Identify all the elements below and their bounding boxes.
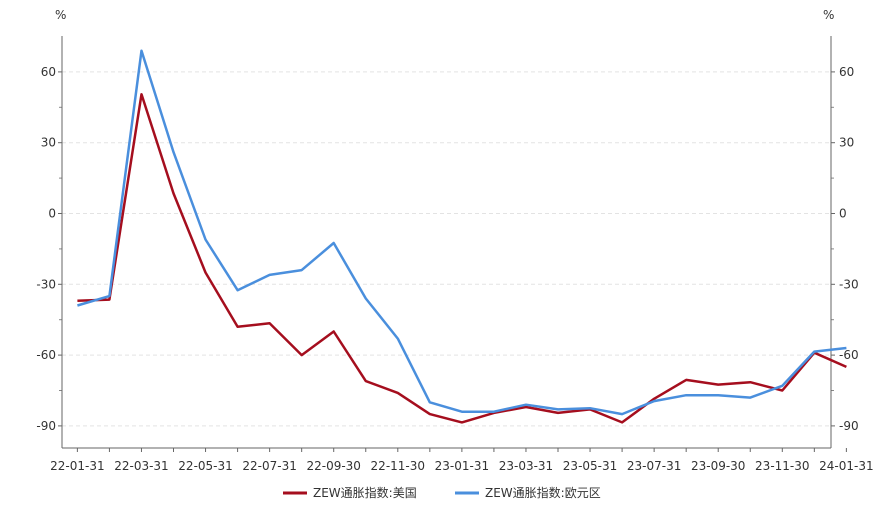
- left-axis-unit: %: [55, 8, 66, 22]
- series-lines: [77, 49, 847, 424]
- series-line-0: [77, 93, 847, 424]
- legend-label-1: ZEW通胀指数:欧元区: [485, 485, 601, 500]
- y-tick-label-right: 0: [839, 207, 847, 221]
- x-tick-label: 22-01-31: [50, 459, 104, 473]
- y-tick-label-right: 60: [839, 65, 854, 79]
- legend: ZEW通胀指数:美国 ZEW通胀指数:欧元区: [283, 485, 601, 500]
- y-tick-label-left: -90: [36, 419, 56, 433]
- x-tick-label: 23-05-31: [563, 459, 617, 473]
- x-tick-label: 24-01-31: [819, 459, 873, 473]
- y-tick-label-left: -30: [36, 277, 56, 291]
- x-tick-label: 22-09-30: [306, 459, 360, 473]
- y-tick-label-right: -30: [839, 277, 859, 291]
- gridlines: [62, 71, 831, 427]
- right-axis-unit: %: [823, 8, 834, 22]
- x-tick-label: 23-01-31: [435, 459, 489, 473]
- x-tick-label: 22-03-31: [114, 459, 168, 473]
- x-tick-label: 23-09-30: [691, 459, 745, 473]
- y-tick-label-right: -90: [839, 419, 859, 433]
- y-tick-label-right: -60: [839, 348, 859, 362]
- y-tick-label-left: 0: [48, 207, 56, 221]
- x-tick-label: 22-11-30: [371, 459, 425, 473]
- x-tick-label: 23-07-31: [627, 459, 681, 473]
- x-tick-label: 22-07-31: [242, 459, 296, 473]
- y-tick-label-left: -60: [36, 348, 56, 362]
- x-tick-label: 23-03-31: [499, 459, 553, 473]
- axes: -90 -90 -60 -60 -30 -30 0 0 30 30 60 60 22-01-31 22-0…: [36, 36, 874, 473]
- legend-label-0: ZEW通胀指数:美国: [313, 485, 417, 500]
- y-tick-label-left: 60: [41, 65, 56, 79]
- series-line-1: [77, 49, 847, 416]
- x-tick-label: 23-11-30: [755, 459, 809, 473]
- y-tick-label-right: 30: [839, 136, 854, 150]
- x-tick-label: 22-05-31: [178, 459, 232, 473]
- y-tick-label-left: 30: [41, 136, 56, 150]
